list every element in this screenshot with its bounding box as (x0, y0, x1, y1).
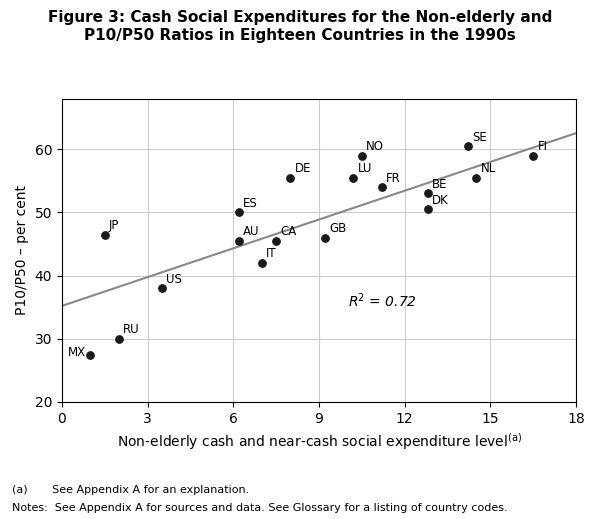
Point (357, 152, 367, 160)
Text: DE: DE (295, 162, 311, 175)
Point (349, 173, 358, 182)
Point (257, 259, 266, 267)
Text: GB: GB (329, 222, 346, 235)
Point (157, 284, 167, 292)
Text: AU: AU (244, 225, 260, 238)
Y-axis label: P10/P50 – per cent: P10/P50 – per cent (15, 185, 29, 316)
Text: FR: FR (386, 172, 401, 185)
Text: FI: FI (538, 140, 548, 153)
Point (271, 237, 281, 245)
Text: Figure 3: Cash Social Expenditures for the Non-elderly and
P10/P50 Ratios in Eig: Figure 3: Cash Social Expenditures for t… (48, 10, 552, 43)
Text: ES: ES (244, 197, 258, 210)
Text: SE: SE (472, 131, 487, 144)
Point (529, 152, 538, 160)
Text: NO: NO (366, 140, 384, 153)
Text: BE: BE (432, 178, 448, 191)
Point (472, 173, 481, 182)
Text: LU: LU (358, 162, 372, 175)
Text: RU: RU (124, 323, 140, 336)
Text: R$^2$ = 0.72: R$^2$ = 0.72 (347, 292, 416, 310)
Point (423, 205, 433, 213)
Text: MX: MX (68, 346, 86, 359)
Text: IT: IT (266, 248, 277, 261)
Point (234, 208, 244, 216)
Point (86, 350, 95, 359)
Point (100, 230, 110, 239)
Text: Notes:  See Appendix A for sources and data. See Glossary for a listing of count: Notes: See Appendix A for sources and da… (12, 503, 508, 513)
Text: DK: DK (432, 194, 449, 207)
Text: CA: CA (280, 225, 296, 238)
Point (234, 237, 244, 245)
Text: US: US (166, 272, 182, 285)
Point (463, 142, 472, 151)
Text: JP: JP (109, 219, 119, 232)
Point (286, 173, 295, 182)
Point (377, 183, 386, 192)
X-axis label: Non-elderly cash and near-cash social expenditure level$^{\mathrm{(a)}}$: Non-elderly cash and near-cash social ex… (116, 431, 521, 452)
Point (423, 189, 433, 198)
Text: (a)       See Appendix A for an explanation.: (a) See Appendix A for an explanation. (12, 485, 249, 495)
Point (114, 335, 124, 343)
Point (320, 234, 329, 242)
Text: NL: NL (481, 162, 496, 175)
